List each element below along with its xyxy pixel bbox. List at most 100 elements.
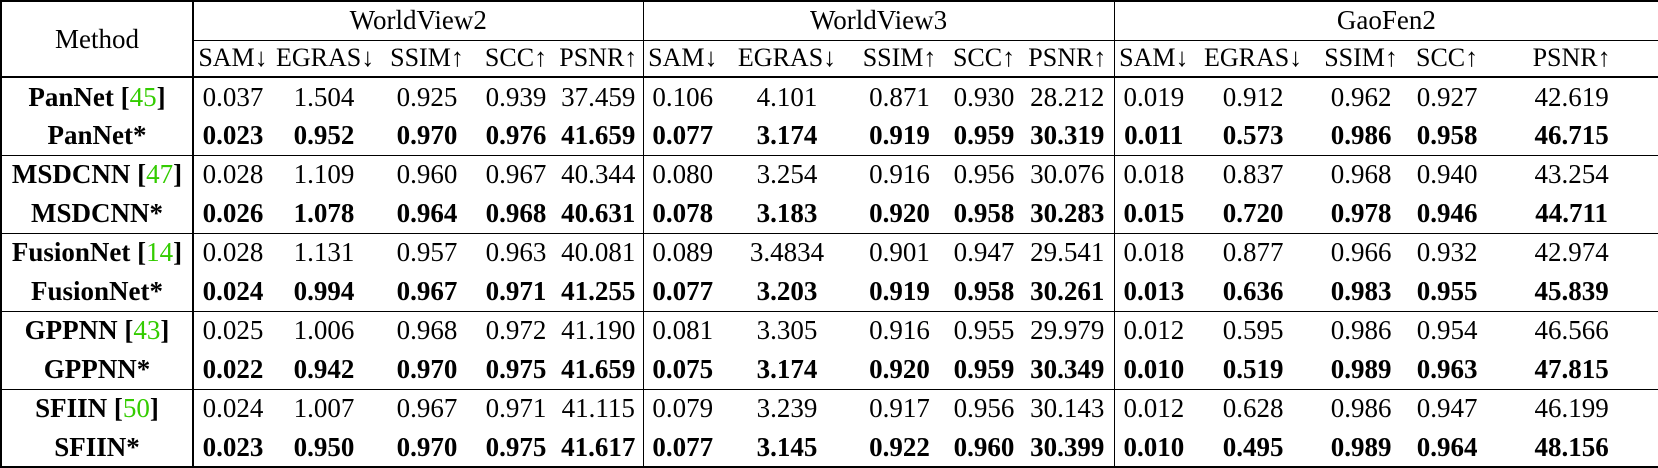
method-name: FusionNet bbox=[11, 237, 131, 268]
method-cell: GPPNN [43] bbox=[0, 310, 194, 350]
method-cell: PanNet* bbox=[0, 116, 194, 155]
value-cell: 0.958 bbox=[953, 275, 1015, 306]
metric-header-1-1: EGRAS↓ bbox=[722, 39, 853, 78]
value-cell: 3.174 bbox=[756, 353, 818, 384]
citation-link[interactable]: 43 bbox=[133, 315, 161, 346]
metric-header-2-3: SCC↑ bbox=[1409, 39, 1486, 78]
metric-header-2-0: SAM↓ bbox=[1113, 39, 1194, 78]
table-row: GPPNN* 0.022 0.942 0.970 0.975 41.659 0.075 3.1… bbox=[0, 350, 1658, 389]
value-cell: 0.010 bbox=[1113, 350, 1194, 389]
value-cell: 0.975 bbox=[485, 353, 547, 384]
value-cell: 0.989 bbox=[1330, 353, 1392, 384]
value-cell: 0.930 bbox=[953, 81, 1015, 112]
value-cell: 0.019 bbox=[1113, 77, 1194, 116]
method-name: SFIIN bbox=[35, 393, 108, 424]
value-cell: 0.959 bbox=[953, 119, 1015, 150]
value-cell: 0.037 bbox=[192, 77, 272, 116]
metric-header-0-3: SCC↑ bbox=[478, 39, 554, 78]
value-cell: 42.974 bbox=[1485, 232, 1658, 272]
value-cell: 0.010 bbox=[1113, 428, 1194, 468]
value-cell: 0.968 bbox=[1313, 154, 1410, 194]
value-cell: 0.952 bbox=[293, 119, 355, 150]
citation-link[interactable]: 50 bbox=[122, 393, 150, 424]
method-cell: FusionNet [14] bbox=[0, 232, 194, 272]
value-cell: 45.839 bbox=[1485, 272, 1658, 311]
value-cell: 0.986 bbox=[1330, 119, 1392, 150]
metric-header-0-2: SSIM↑ bbox=[376, 39, 478, 78]
table-row: FusionNet* 0.024 0.994 0.967 0.971 41.255 0.07… bbox=[0, 272, 1658, 311]
value-cell: 0.922 bbox=[852, 428, 948, 468]
value-cell: 29.979 bbox=[1021, 310, 1115, 350]
value-cell: 0.011 bbox=[1113, 116, 1194, 155]
method-cell: PanNet [45] bbox=[0, 77, 194, 116]
method-name: GPPNN bbox=[24, 315, 118, 346]
value-cell: 40.081 bbox=[554, 232, 644, 272]
value-cell: 0.106 bbox=[642, 77, 723, 116]
results-body: PanNet [45] 0.037 1.504 0.925 0.939 37.459 0.1… bbox=[0, 77, 1658, 468]
value-cell: 0.018 bbox=[1113, 232, 1194, 272]
value-cell: 0.916 bbox=[852, 154, 948, 194]
value-cell: 30.261 bbox=[1030, 275, 1105, 306]
value-cell: 28.212 bbox=[1030, 81, 1105, 112]
value-cell: 0.940 bbox=[1409, 154, 1486, 194]
citation-link[interactable]: 14 bbox=[146, 237, 174, 268]
value-cell: 0.989 bbox=[1313, 428, 1410, 468]
value-cell: 0.972 bbox=[478, 310, 554, 350]
value-cell: 0.023 bbox=[192, 116, 272, 155]
value-cell: 30.399 bbox=[1021, 428, 1115, 468]
value-cell: 0.028 bbox=[192, 154, 272, 194]
dataset-header-worldview3: WorldView3 bbox=[642, 0, 1115, 40]
value-cell: 0.975 bbox=[478, 428, 554, 468]
value-cell: 0.970 bbox=[376, 428, 478, 468]
value-cell: 0.495 bbox=[1193, 428, 1314, 468]
value-cell: 30.283 bbox=[1030, 197, 1105, 228]
dataset-header-worldview2: WorldView2 bbox=[192, 0, 644, 40]
value-cell: 1.504 bbox=[293, 81, 355, 112]
value-cell: 41.617 bbox=[554, 428, 644, 468]
value-cell: 0.080 bbox=[642, 154, 723, 194]
value-cell: 0.026 bbox=[192, 194, 272, 233]
citation-link[interactable]: 45 bbox=[129, 81, 157, 112]
value-cell: 0.877 bbox=[1193, 232, 1314, 272]
method-name: SFIIN* bbox=[54, 431, 140, 462]
metric-header-1-0: SAM↓ bbox=[642, 39, 723, 78]
value-cell: 0.958 bbox=[1416, 119, 1478, 150]
method-header: Method bbox=[0, 0, 194, 78]
metric-header-2-4: PSNR↑ bbox=[1485, 39, 1658, 78]
value-cell: 0.970 bbox=[396, 119, 458, 150]
value-cell: 0.968 bbox=[485, 197, 547, 228]
value-cell: 0.077 bbox=[642, 272, 723, 311]
value-cell: 46.566 bbox=[1485, 310, 1658, 350]
method-cell: MSDCNN [47] bbox=[0, 154, 194, 194]
method-name: FusionNet* bbox=[30, 275, 163, 306]
table-row: GPPNN [43] 0.025 1.006 0.968 0.972 41.190 0.08… bbox=[0, 310, 1658, 350]
value-cell: 0.968 bbox=[376, 310, 478, 350]
value-cell: 0.967 bbox=[396, 275, 458, 306]
value-cell: 0.956 bbox=[947, 154, 1022, 194]
method-name: PanNet bbox=[28, 81, 114, 112]
value-cell: 0.967 bbox=[376, 388, 478, 428]
value-cell: 0.964 bbox=[396, 197, 458, 228]
value-cell: 0.947 bbox=[947, 232, 1022, 272]
value-cell: 0.942 bbox=[293, 353, 355, 384]
value-cell: 0.939 bbox=[485, 81, 547, 112]
value-cell: 0.022 bbox=[192, 350, 272, 389]
value-cell: 0.079 bbox=[642, 388, 723, 428]
value-cell: 0.078 bbox=[642, 194, 723, 233]
citation-link[interactable]: 47 bbox=[146, 159, 174, 190]
value-cell: 0.932 bbox=[1409, 232, 1486, 272]
value-cell: 0.919 bbox=[869, 275, 930, 306]
value-cell: 3.203 bbox=[756, 275, 818, 306]
value-cell: 0.963 bbox=[1416, 353, 1478, 384]
value-cell: 0.901 bbox=[852, 232, 948, 272]
value-cell: 1.131 bbox=[272, 232, 376, 272]
value-cell: 29.541 bbox=[1021, 232, 1115, 272]
value-cell: 0.964 bbox=[1409, 428, 1486, 468]
value-cell: 3.239 bbox=[722, 388, 853, 428]
method-cell: SFIIN* bbox=[0, 428, 194, 468]
value-cell: 47.815 bbox=[1485, 350, 1658, 389]
method-name: MSDCNN* bbox=[31, 197, 163, 228]
method-name: GPPNN* bbox=[43, 353, 151, 384]
value-cell: 0.960 bbox=[947, 428, 1022, 468]
